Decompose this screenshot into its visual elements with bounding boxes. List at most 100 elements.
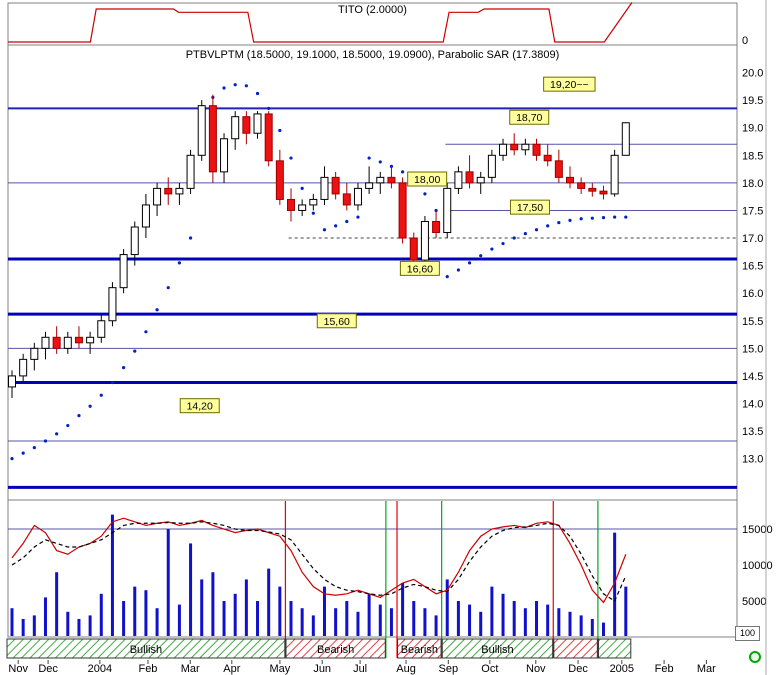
candle	[108, 287, 117, 322]
time-axis-label: Mar	[697, 663, 716, 675]
candle	[599, 190, 608, 195]
time-axis-label: 2004	[88, 663, 112, 675]
candle	[510, 143, 519, 151]
price-level-label[interactable]: 17,50	[509, 199, 550, 215]
time-axis-label: Nov	[8, 663, 28, 675]
volume-bars	[10, 514, 628, 636]
candle	[19, 358, 28, 377]
candle	[63, 336, 72, 349]
svg-text:19.5: 19.5	[742, 95, 763, 107]
candle	[119, 254, 128, 289]
candle	[309, 198, 318, 206]
price-level-labels: 19,20~~ 18,70 18,00 17,50 16,60 15,60 14,20	[179, 76, 596, 414]
regime-band-bearish: Bearish	[397, 638, 442, 659]
time-axis-label: Nov	[526, 663, 546, 675]
svg-text:20.0: 20.0	[742, 68, 763, 80]
candle	[164, 187, 173, 195]
time-axis-label: May	[270, 663, 291, 675]
regime-bands: Bullish Bearish Bearish Bullish	[6, 638, 632, 659]
volume-axis-labels: 15000 10000 5000	[742, 524, 773, 608]
candle	[153, 187, 162, 206]
pane-borders	[7, 2, 738, 638]
candle	[376, 176, 385, 184]
svg-text:15.0: 15.0	[742, 343, 763, 355]
support-resistance-lines	[8, 107, 737, 489]
price-level-label[interactable]: 14,20	[179, 398, 220, 414]
svg-text:14,20: 14,20	[187, 401, 213, 413]
regime-band-label: Bullish	[481, 644, 513, 656]
regime-band-bullish: Bullish	[6, 638, 286, 659]
candle	[275, 160, 284, 200]
volume-ma-slow-line	[11, 521, 627, 602]
scrollbar-zoom-box[interactable]: 100	[735, 626, 760, 641]
candle	[298, 204, 307, 211]
candle	[353, 187, 362, 206]
regime-band-bullish	[597, 638, 632, 659]
candle	[220, 138, 229, 173]
candle	[432, 220, 441, 234]
candle	[532, 143, 541, 156]
time-axis-label: 2005	[610, 663, 634, 675]
svg-text:18.0: 18.0	[742, 178, 763, 190]
candle	[175, 187, 184, 195]
candle	[231, 116, 240, 140]
time-axis-label: Dec	[568, 663, 588, 675]
candlestick-series	[8, 94, 630, 398]
price-level-label[interactable]: 18,00	[407, 171, 448, 187]
candle	[409, 237, 418, 261]
candle	[577, 182, 586, 189]
candle	[97, 320, 106, 338]
svg-text:13.5: 13.5	[742, 426, 763, 438]
candle	[465, 171, 474, 184]
svg-text:19.0: 19.0	[742, 123, 763, 135]
candle	[487, 154, 496, 178]
candle	[287, 198, 295, 211]
candle	[242, 116, 251, 134]
regime-band-bullish: Bullish	[441, 638, 554, 659]
candle	[476, 176, 485, 184]
candle	[398, 182, 407, 239]
svg-text:16.5: 16.5	[742, 261, 763, 273]
candle	[41, 336, 50, 349]
time-axis-label: Dec	[38, 663, 58, 675]
candle	[52, 336, 61, 349]
time-axis-label: Oct	[481, 663, 498, 675]
svg-text:15.5: 15.5	[742, 316, 763, 328]
candle	[521, 143, 530, 151]
candle	[8, 375, 16, 388]
candle	[86, 336, 95, 344]
svg-text:17.5: 17.5	[742, 205, 763, 217]
svg-text:17.0: 17.0	[742, 233, 763, 245]
tito-indicator-line	[8, 2, 633, 43]
regime-band-label: Bearish	[317, 644, 354, 656]
candle	[554, 160, 563, 178]
time-axis-label: Aug	[396, 663, 416, 675]
parabolic-sar-dots	[10, 83, 628, 461]
time-axis-label: Jul	[353, 663, 367, 675]
candle	[566, 176, 574, 184]
price-level-label[interactable]: 16,60	[399, 260, 440, 276]
svg-text:17,50: 17,50	[517, 202, 543, 214]
status-icon[interactable]	[749, 651, 761, 663]
time-axis-label: Apr	[223, 663, 240, 675]
candle	[499, 143, 508, 156]
candle	[621, 122, 630, 156]
candle	[443, 187, 452, 234]
candle	[588, 187, 597, 192]
time-axis-label: Feb	[138, 663, 157, 675]
candle	[74, 336, 83, 344]
signal-lines	[284, 501, 599, 658]
price-level-label[interactable]: 18,70	[509, 109, 550, 125]
tito-axis-label: 0	[742, 35, 748, 47]
price-level-label[interactable]: 15,60	[316, 313, 357, 329]
candle	[387, 176, 396, 184]
svg-text:10000: 10000	[742, 560, 773, 572]
svg-text:14.0: 14.0	[742, 398, 763, 410]
candle	[543, 154, 552, 162]
time-axis: Nov Dec 2004 Feb Mar Apr May Jun Jul Aug Sep Oct Nov…	[8, 660, 716, 675]
svg-text:16,60: 16,60	[407, 263, 433, 275]
price-level-label[interactable]: 19,20~~	[543, 76, 596, 92]
svg-text:15,60: 15,60	[324, 316, 350, 328]
volume-ma-fast-line	[11, 517, 627, 604]
